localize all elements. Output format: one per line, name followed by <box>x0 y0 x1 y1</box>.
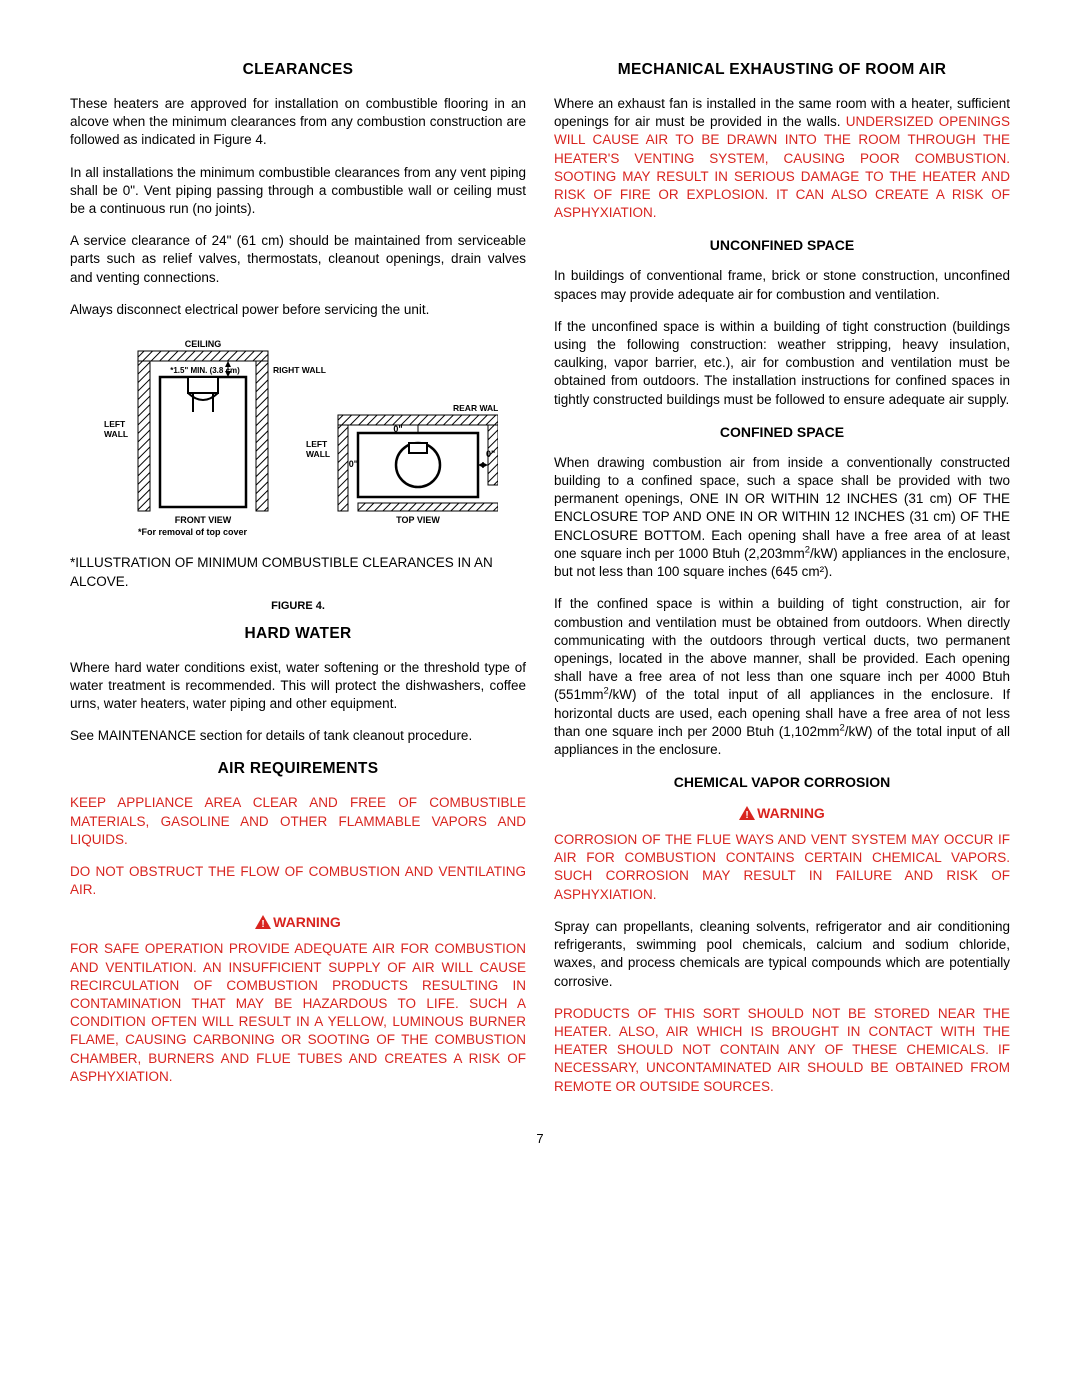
chem-p2: PRODUCTS OF THIS SORT SHOULD NOT BE STOR… <box>554 1005 1010 1096</box>
zero-right: 0" <box>486 449 495 459</box>
warning-triangle-icon: ! <box>739 806 755 825</box>
clearances-p2: In all installations the minimum combust… <box>70 164 526 219</box>
clearance-diagram-svg: CEILING *1.5" MIN. (3.8 cm) RIGHT WALL L… <box>98 337 498 537</box>
clearances-p1: These heaters are approved for installat… <box>70 95 526 150</box>
air-req-p1: KEEP APPLIANCE AREA CLEAR AND FREE OF CO… <box>70 794 526 849</box>
svg-text:WALL: WALL <box>306 449 330 459</box>
mech-p1b: UNDERSIZED OPENINGS WILL CAUSE AIR TO BE… <box>554 114 1010 220</box>
warning-triangle-icon: ! <box>255 915 271 934</box>
svg-text:WALL: WALL <box>104 429 128 439</box>
confined-p1: When drawing combustion air from inside … <box>554 454 1010 582</box>
removal-note: *For removal of top cover <box>138 527 248 537</box>
zero-left: 0" <box>349 459 358 469</box>
right-wall-label-1: RIGHT WALL <box>273 365 326 375</box>
warning-label-2: WARNING <box>757 805 825 821</box>
figure-4-diagram: CEILING *1.5" MIN. (3.8 cm) RIGHT WALL L… <box>98 337 498 542</box>
mech-exhaust-heading: MECHANICAL EXHAUSTING OF ROOM AIR <box>554 60 1010 81</box>
hard-water-heading: HARD WATER <box>70 624 526 645</box>
clearances-p3: A service clearance of 24" (61 cm) shoul… <box>70 232 526 287</box>
confined-p2: If the confined space is within a buildi… <box>554 595 1010 759</box>
clearances-heading: CLEARANCES <box>70 60 526 81</box>
zero-top: 0" <box>393 424 402 434</box>
unconfined-p1: In buildings of conventional frame, bric… <box>554 267 1010 303</box>
left-wall-label-1: LEFT <box>104 419 126 429</box>
ceiling-label: CEILING <box>185 339 222 349</box>
air-req-heading: AIR REQUIREMENTS <box>70 759 526 780</box>
unconfined-heading: UNCONFINED SPACE <box>554 236 1010 255</box>
clearances-p4: Always disconnect electrical power befor… <box>70 301 526 319</box>
chem-vapor-heading: CHEMICAL VAPOR CORROSION <box>554 773 1010 792</box>
warning-line-2: ! WARNING <box>554 804 1010 825</box>
figure-note: *ILLUSTRATION OF MINIMUM COMBUSTIBLE CLE… <box>70 554 526 590</box>
front-view-label: FRONT VIEW <box>175 515 232 525</box>
rear-wall-label: REAR WALL <box>453 403 498 413</box>
two-column-layout: CLEARANCES These heaters are approved fo… <box>70 50 1010 1110</box>
warning-label-1: WARNING <box>273 914 341 930</box>
svg-text:!: ! <box>745 810 748 820</box>
page-number: 7 <box>70 1130 1010 1148</box>
chem-p1: Spray can propellants, cleaning solvents… <box>554 918 1010 991</box>
top-view-label: TOP VIEW <box>396 515 440 525</box>
figure-caption: FIGURE 4. <box>70 599 526 614</box>
svg-text:LEFT: LEFT <box>306 439 328 449</box>
air-req-warn-body: FOR SAFE OPERATION PROVIDE ADEQUATE AIR … <box>70 940 526 1086</box>
hard-water-p2: See MAINTENANCE section for details of t… <box>70 727 526 745</box>
chem-warn-body: CORROSION OF THE FLUE WAYS AND VENT SYST… <box>554 831 1010 904</box>
confined-heading: CONFINED SPACE <box>554 423 1010 442</box>
warning-line-1: ! WARNING <box>70 913 526 934</box>
svg-text:!: ! <box>261 919 264 929</box>
right-column: MECHANICAL EXHAUSTING OF ROOM AIR Where … <box>554 50 1010 1110</box>
unconfined-p2: If the unconfined space is within a buil… <box>554 318 1010 409</box>
air-req-p2: DO NOT OBSTRUCT THE FLOW OF COMBUSTION A… <box>70 863 526 899</box>
left-column: CLEARANCES These heaters are approved fo… <box>70 50 526 1110</box>
hard-water-p1: Where hard water conditions exist, water… <box>70 659 526 714</box>
mech-exhaust-p1: Where an exhaust fan is installed in the… <box>554 95 1010 223</box>
